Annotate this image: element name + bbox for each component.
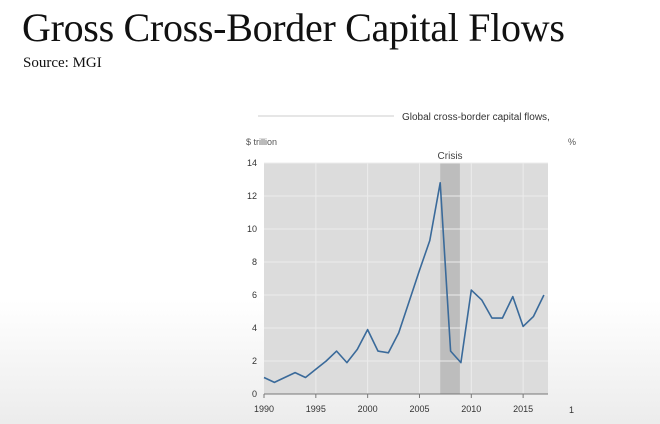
series-line	[263, 182, 545, 384]
grid-lines	[264, 162, 548, 394]
y-tick-label: 14	[247, 158, 257, 168]
x-tick-label: 1990	[254, 404, 274, 414]
x-tick-label: 2015	[513, 404, 533, 414]
slide-title: Gross Cross-Border Capital Flows	[22, 5, 565, 50]
crisis-band	[440, 163, 460, 394]
right-axis-unit: %	[568, 137, 576, 147]
crisis-label: Crisis	[438, 151, 463, 162]
y-tick-label: 8	[252, 257, 257, 267]
y-tick-label: 4	[252, 323, 257, 333]
y-tick-label: 10	[247, 224, 257, 234]
x-tick-label: 2005	[409, 404, 429, 414]
slide-source: Source: MGI	[23, 55, 102, 71]
chart-title: Global cross-border capital flows,	[402, 112, 550, 123]
y-tick-label: 0	[252, 389, 257, 399]
y-tick-label: 6	[252, 290, 257, 300]
x-tick-label: 2000	[358, 404, 378, 414]
plot-area	[264, 163, 548, 394]
axis-ticks: 0 2 4 6 8 10 12 14 1990 1995 2000 2005 2010 2015	[247, 158, 533, 414]
x-tick-label: 1995	[306, 404, 326, 414]
x-tick-label: 2010	[461, 404, 481, 414]
y-tick-label: 2	[252, 356, 257, 366]
y-tick-label: 12	[247, 191, 257, 201]
right-axis-partial-tick: 1	[569, 405, 574, 415]
left-axis-unit: $ trillion	[246, 137, 277, 147]
